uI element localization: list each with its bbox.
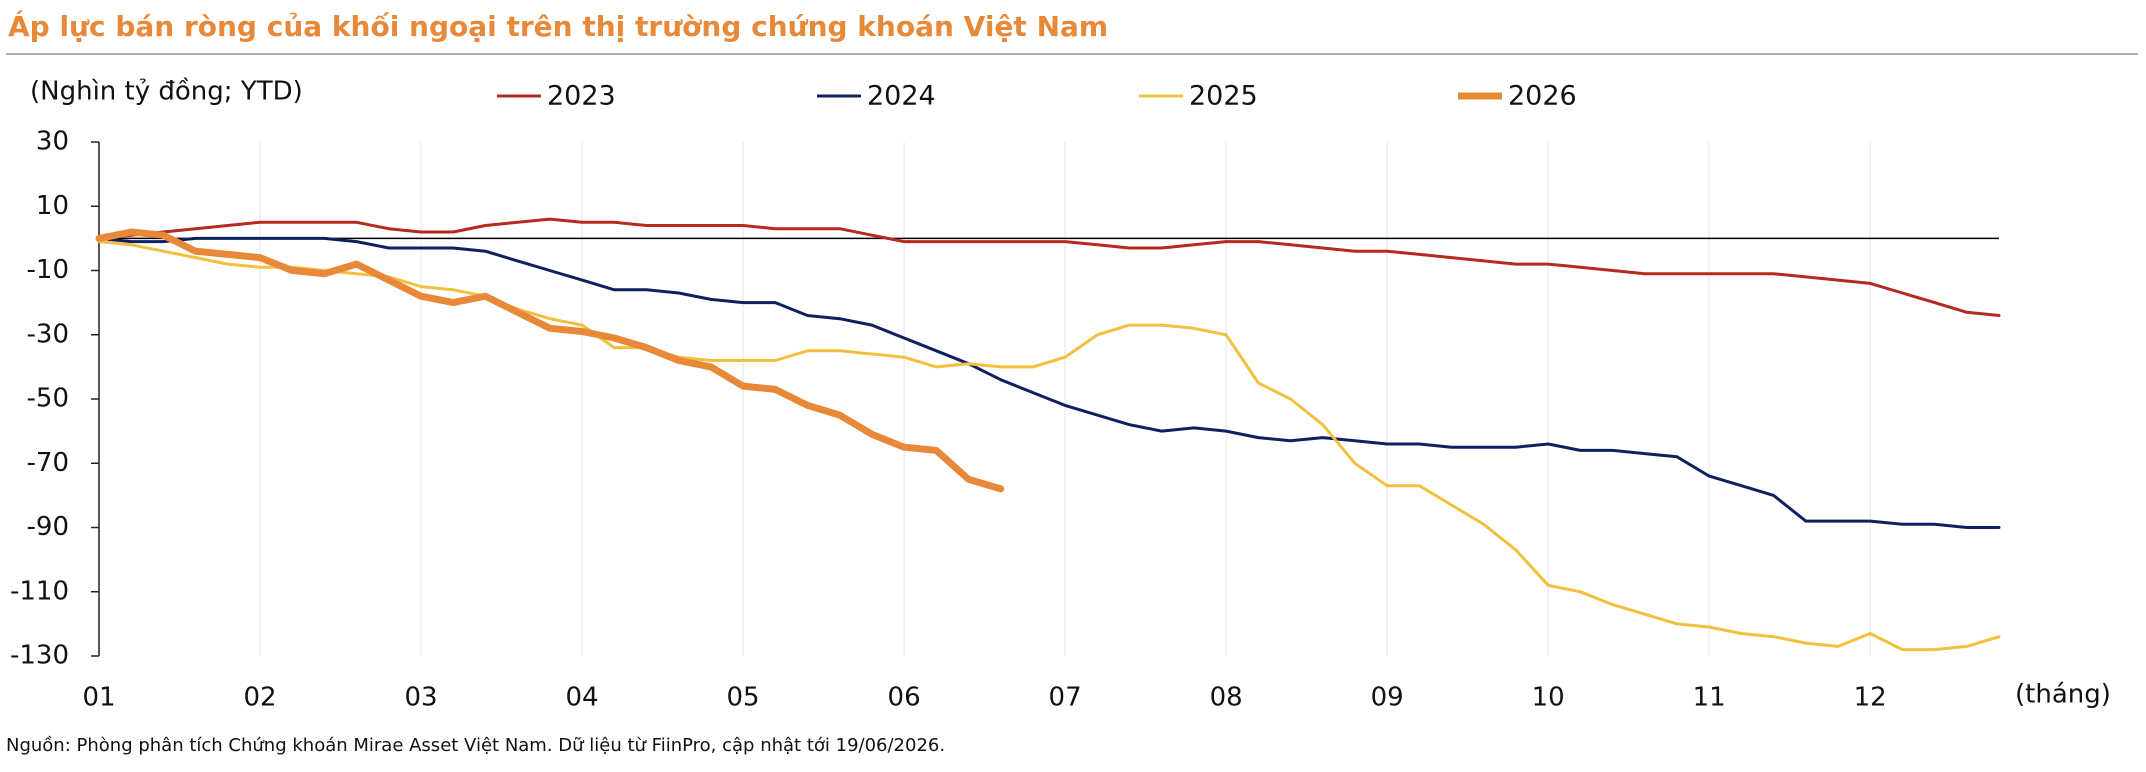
x-tick-label: 05: [727, 683, 760, 713]
x-tick-label: 02: [243, 683, 276, 713]
x-tick-label: 10: [1532, 683, 1565, 713]
y-tick-label: -10: [27, 255, 69, 285]
y-axis-label: (Nghìn tỷ đồng; YTD): [30, 77, 303, 107]
legend-label: 2025: [1189, 81, 1258, 112]
y-tick-label: 10: [36, 191, 69, 221]
x-tick-label: 04: [566, 683, 599, 713]
chart-title: Áp lực bán ròng của khối ngoại trên thị …: [8, 9, 1108, 43]
series-line: [97, 240, 2001, 652]
x-tick-label: 12: [1854, 683, 1887, 713]
y-tick-label: -50: [27, 384, 69, 414]
x-tick-label: 08: [1210, 683, 1243, 713]
x-tick-label: 01: [82, 683, 115, 713]
x-axis-label: (tháng): [2015, 680, 2111, 710]
y-tick-label: 30: [36, 127, 69, 157]
y-tick-label: -130: [10, 641, 69, 671]
x-tick-label: 07: [1049, 683, 1082, 713]
y-tick-label: -110: [10, 576, 69, 606]
x-tick-label: 06: [888, 683, 921, 713]
y-tick-label: -30: [27, 319, 69, 349]
legend-label: 2023: [547, 81, 616, 112]
x-tick-label: 11: [1693, 683, 1726, 713]
series-line: [97, 217, 2001, 317]
x-tick-label: 09: [1371, 683, 1404, 713]
x-tick-label: 03: [404, 683, 437, 713]
series-line: [95, 228, 1005, 493]
series-line: [97, 236, 2001, 529]
source-note: Nguồn: Phòng phân tích Chứng khoán Mirae…: [6, 735, 945, 756]
y-tick-label: -90: [27, 512, 69, 542]
legend-label: 2026: [1508, 81, 1577, 112]
y-tick-label: -70: [27, 448, 69, 478]
legend-label: 2024: [867, 81, 936, 112]
